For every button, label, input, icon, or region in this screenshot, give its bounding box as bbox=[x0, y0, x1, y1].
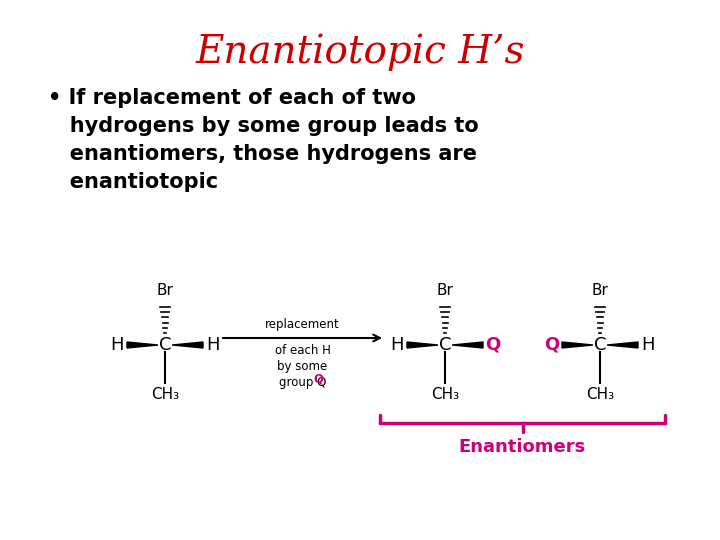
Text: CH₃: CH₃ bbox=[586, 387, 614, 402]
Text: H: H bbox=[642, 336, 654, 354]
Polygon shape bbox=[607, 342, 638, 348]
Text: CH₃: CH₃ bbox=[151, 387, 179, 402]
Text: Enantiomers: Enantiomers bbox=[459, 438, 586, 456]
Text: CH₃: CH₃ bbox=[431, 387, 459, 402]
Text: C: C bbox=[594, 336, 606, 354]
Polygon shape bbox=[172, 342, 203, 348]
Text: H: H bbox=[206, 336, 220, 354]
Text: H: H bbox=[110, 336, 124, 354]
Text: Q: Q bbox=[544, 336, 559, 354]
Polygon shape bbox=[127, 342, 158, 348]
Text: replacement: replacement bbox=[265, 318, 340, 331]
Text: Br: Br bbox=[592, 283, 608, 298]
Text: C: C bbox=[438, 336, 451, 354]
Text: C: C bbox=[158, 336, 171, 354]
Text: • If replacement of each of two
   hydrogens by some group leads to
   enantiome: • If replacement of each of two hydrogen… bbox=[48, 88, 479, 192]
Text: H: H bbox=[390, 336, 404, 354]
Text: Enantiotopic H’s: Enantiotopic H’s bbox=[195, 33, 525, 71]
Text: of each H
by some
group Q: of each H by some group Q bbox=[274, 344, 330, 389]
Polygon shape bbox=[562, 342, 593, 348]
Polygon shape bbox=[407, 342, 438, 348]
Polygon shape bbox=[452, 342, 483, 348]
Text: Br: Br bbox=[156, 283, 174, 298]
Text: Q: Q bbox=[485, 336, 500, 354]
Text: Q: Q bbox=[313, 372, 323, 385]
Text: Br: Br bbox=[436, 283, 454, 298]
